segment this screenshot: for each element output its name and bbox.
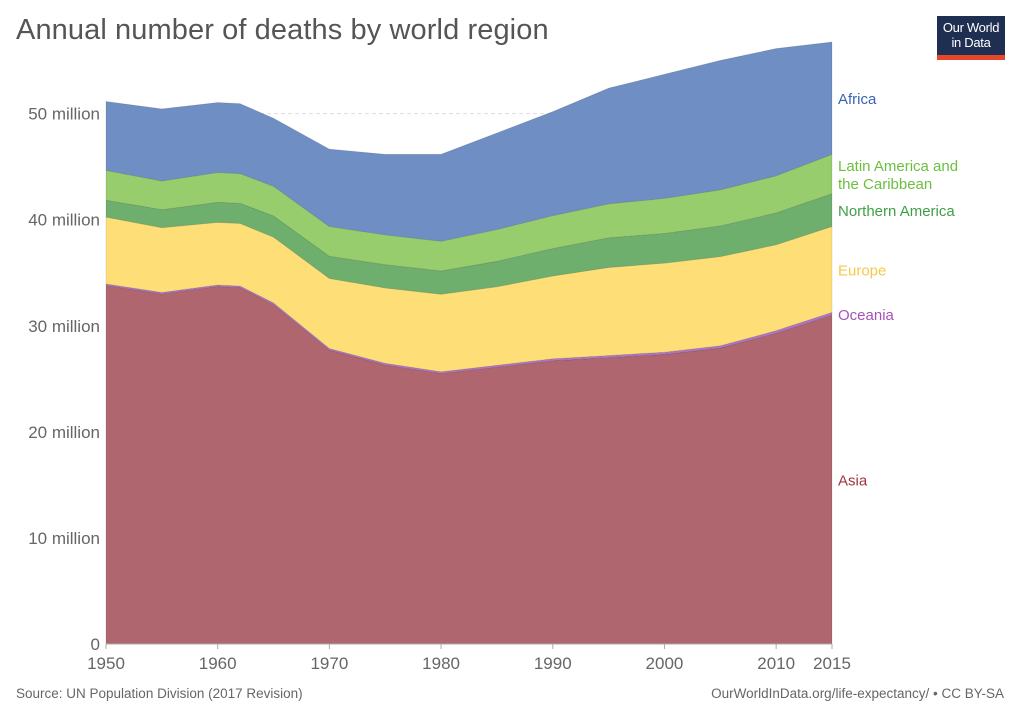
- logo-line-2: in Data: [951, 35, 991, 50]
- series-label-africa: Africa: [838, 91, 877, 108]
- area-latin-america-and-the-caribbean[interactable]: [105, 153, 833, 272]
- area-africa[interactable]: [105, 41, 833, 242]
- y-tick-label-3: 30 million: [28, 317, 100, 336]
- x-tick-label-0: 1950: [87, 654, 125, 673]
- area-northern-america[interactable]: [105, 193, 833, 295]
- x-tick-label-5: 2000: [646, 654, 684, 673]
- y-tick-label-0: 0: [91, 635, 100, 654]
- y-tick-label-1: 10 million: [28, 529, 100, 548]
- license-link[interactable]: OurWorldInData.org/life-expectancy/ • CC…: [711, 686, 1004, 701]
- y-axis: 0 10 million 20 million 30 million 40 millio…: [28, 105, 100, 654]
- series-label-northern-america: Northern America: [838, 203, 955, 220]
- owid-logo[interactable]: Our World in Data: [937, 16, 1005, 60]
- x-axis: 1950 1960 1970 1980 1990 2000 2010 2015: [87, 643, 851, 673]
- chart-title: Annual number of deaths by world region: [16, 14, 549, 46]
- series-label-europe: Europe: [838, 262, 886, 279]
- y-tick-label-2: 20 million: [28, 423, 100, 442]
- source-note: Source: UN Population Division (2017 Rev…: [16, 686, 303, 701]
- x-tick-label-6: 2010: [757, 654, 795, 673]
- logo-line-1: Our World: [942, 20, 1000, 35]
- x-tick-label-4: 1990: [534, 654, 572, 673]
- series-label-latin-america-and-the-caribbean: Latin America and the Caribbean: [838, 158, 958, 193]
- x-tick-label-1: 1960: [199, 654, 237, 673]
- y-tick-label-5: 50 million: [28, 105, 100, 124]
- series-labels: Asia Oceania Europe Northern America Latin A…: [838, 91, 958, 489]
- series-label-asia: Asia: [838, 473, 868, 490]
- x-tick-label-3: 1980: [422, 654, 460, 673]
- x-tick-label-7: 2015: [813, 654, 851, 673]
- series-label-oceania: Oceania: [838, 307, 895, 324]
- x-tick-label-2: 1970: [310, 654, 348, 673]
- y-tick-label-4: 40 million: [28, 211, 100, 230]
- area-europe[interactable]: [105, 216, 833, 373]
- area-series-group: [105, 41, 833, 645]
